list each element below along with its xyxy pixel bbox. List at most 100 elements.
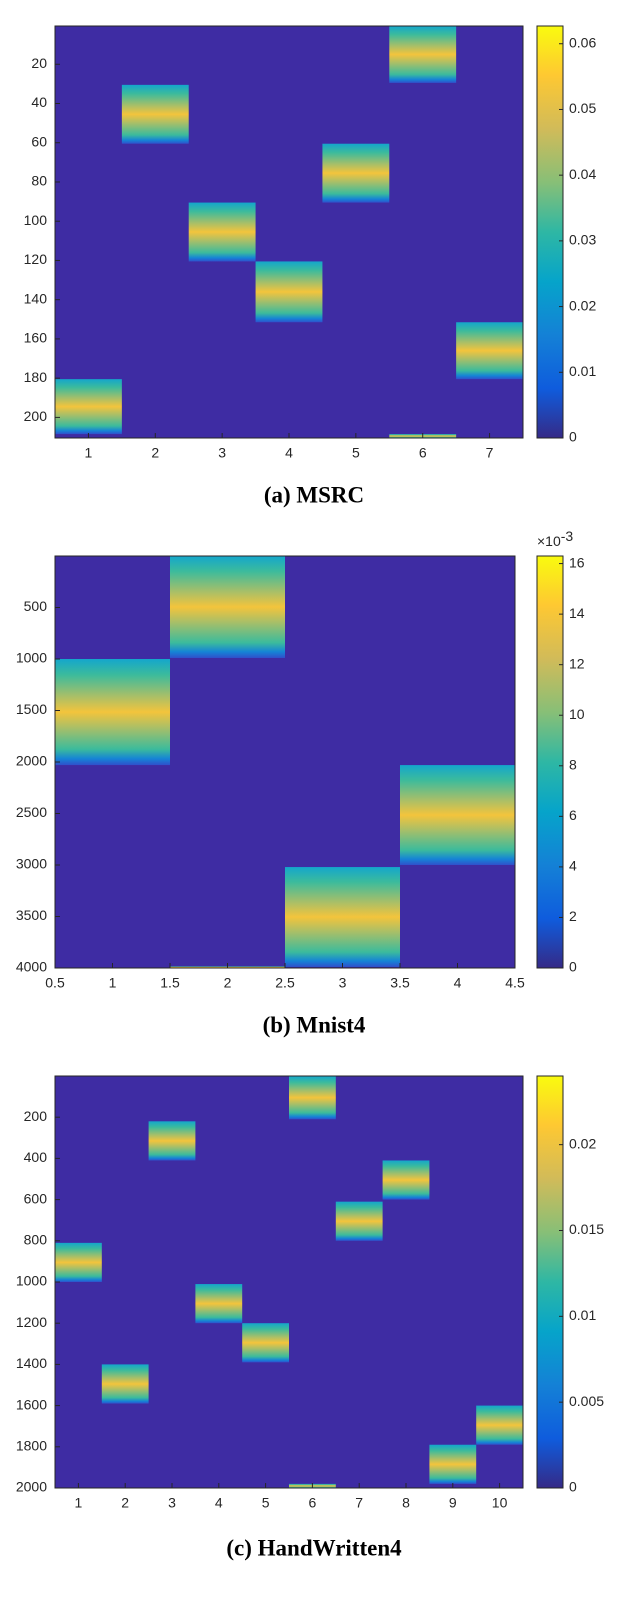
x-tick-label: 7 [486,445,494,461]
y-tick-label: 3500 [16,907,47,923]
y-tick-label: 2500 [16,804,47,820]
x-tick-label: 2 [151,445,159,461]
colorbar-tick-label: 12 [569,655,585,671]
colorbar-tick-label: 0.03 [569,232,596,248]
x-tick-label: 3 [218,445,226,461]
y-tick-label: 400 [24,1149,48,1165]
x-tick-label: 3 [339,975,347,991]
y-tick-label: 1400 [16,1355,47,1371]
colorbar-tick-label: 0.02 [569,1135,596,1151]
x-tick-label: 10 [492,1495,508,1511]
x-tick-label: 5 [352,445,360,461]
x-tick-label: 4.5 [505,975,525,991]
colorbar-tick-label: 0.05 [569,100,596,116]
colorbar-tick-label: 0 [569,959,577,975]
y-tick-label: 1000 [16,650,47,666]
x-tick-label: 7 [355,1495,363,1511]
y-tick-label: 800 [24,1232,48,1248]
y-tick-label: 600 [24,1190,48,1206]
block [101,1364,149,1404]
x-tick-label: 4 [454,975,462,991]
x-tick-label: 6 [419,445,427,461]
x-tick-label: 3.5 [390,975,410,991]
colorbar-tick-label: 8 [569,756,577,772]
y-tick-label: 2000 [16,1479,47,1495]
y-tick-label: 2000 [16,753,47,769]
colorbar-tick-label: 0.005 [569,1393,604,1409]
colorbar-tick-label: 0 [569,429,577,445]
colorbar-scale: ×10-3 [537,528,573,549]
y-tick-label: 160 [24,330,48,346]
y-tick-label: 3000 [16,856,47,872]
y-tick-label: 1200 [16,1314,47,1330]
block [55,659,170,766]
colorbar-tick-label: 0.01 [569,1307,596,1323]
block [400,765,515,865]
block [255,261,323,323]
y-tick-label: 200 [24,408,48,424]
block [55,379,122,435]
y-tick-label: 180 [24,369,48,385]
y-tick-label: 20 [31,55,47,71]
colorbar-scale-base: ×10 [537,533,561,549]
x-tick-label: 2 [224,975,232,991]
caption: (a) MSRC [264,482,364,507]
x-tick-label: 1.5 [160,975,180,991]
colorbar-scale-exponent: -3 [561,528,574,544]
block [170,556,285,658]
colorbar-tick-label: 14 [569,605,585,621]
block [322,143,390,203]
x-tick-label: 2.5 [275,975,295,991]
x-tick-label: 4 [215,1495,223,1511]
y-tick-label: 120 [24,251,48,267]
x-tick-label: 1 [109,975,117,991]
x-tick-label: 1 [75,1495,83,1511]
block [429,1444,477,1484]
heatmap-background [55,1076,523,1488]
x-tick-label: 8 [402,1495,410,1511]
x-tick-label: 0.5 [45,975,65,991]
y-tick-label: 140 [24,290,48,306]
x-tick-label: 2 [121,1495,129,1511]
block [195,1284,243,1324]
colorbar [536,555,564,969]
block [335,1201,383,1241]
colorbar [536,25,564,439]
colorbar [536,1075,564,1489]
block [476,1405,523,1445]
x-tick-label: 1 [85,445,93,461]
block [382,1160,430,1200]
block [389,26,457,83]
colorbar-tick-label: 0.06 [569,34,596,50]
block [456,322,523,380]
caption: (b) Mnist4 [263,1012,366,1037]
y-tick-label: 4000 [16,959,47,975]
y-tick-label: 80 [31,173,47,189]
y-tick-label: 1800 [16,1438,47,1454]
block [55,1242,102,1282]
colorbar-tick-label: 0.04 [569,166,596,182]
y-tick-label: 60 [31,133,47,149]
x-tick-label: 4 [285,445,293,461]
colorbar-tick-label: 16 [569,554,585,570]
block [289,1076,336,1120]
block [188,202,256,262]
colorbar-tick-label: 10 [569,706,585,722]
colorbar-tick-label: 6 [569,807,577,823]
y-tick-label: 1600 [16,1396,47,1412]
block [242,1323,289,1363]
y-tick-label: 200 [24,1108,48,1124]
colorbar-tick-label: 2 [569,908,577,924]
colorbar-tick-label: 0.01 [569,363,596,379]
colorbar-tick-label: 0 [569,1479,577,1495]
x-tick-label: 9 [449,1495,457,1511]
colorbar-tick-label: 4 [569,858,577,874]
x-tick-label: 3 [168,1495,176,1511]
caption: (c) HandWritten4 [226,1535,402,1560]
block [285,867,400,967]
x-tick-label: 6 [309,1495,317,1511]
block [148,1121,196,1161]
y-tick-label: 40 [31,94,47,110]
y-tick-label: 500 [24,598,48,614]
